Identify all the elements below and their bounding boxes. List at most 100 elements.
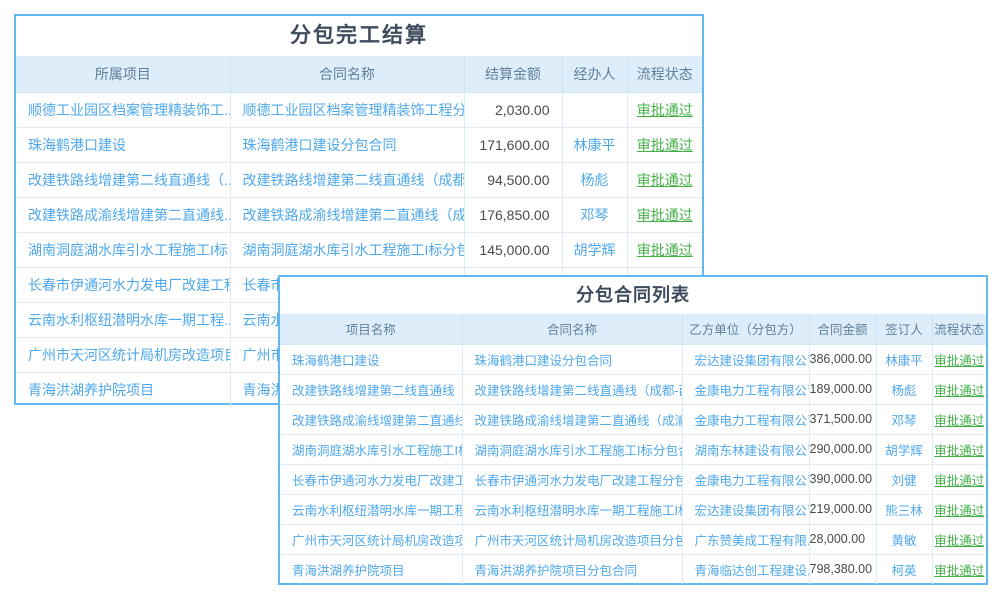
settlement-table-cell-project[interactable]: 湖南洞庭湖水库引水工程施工I标 (16, 232, 231, 268)
settlement-table-cell-handler (562, 92, 628, 128)
settlement-table-cell-contract[interactable]: 珠海鹤港口建设分包合同 (230, 127, 465, 163)
contract-table-cell-project[interactable]: 改建铁路成渝线增建第二直通线... (280, 404, 463, 435)
settlement-table-cell-contract[interactable]: 改建铁路线增建第二线直通线（成都-... (230, 162, 465, 198)
settlement-table-header-contract: 合同名称 (230, 56, 465, 93)
contract-table-cell-amount: 371,500.00 (809, 404, 877, 435)
contract-table-cell-project[interactable]: 广州市天河区统计局机房改造项目 (280, 524, 463, 555)
contract-table-cell-signer[interactable]: 黄敏 (876, 524, 933, 555)
contract-table-row: 广州市天河区统计局机房改造项目 广州市天河区统计局机房改造项目分包... 广东赞美成… (280, 524, 986, 555)
contract-table-cell-vendor[interactable]: 湖南东林建设有限公司 (682, 434, 810, 465)
contract-table-header-row: 项目名称 合同名称 乙方单位（分包方） 合同金额 签订人 流程状态 (280, 314, 986, 345)
contract-table-cell-vendor[interactable]: 宏达建设集团有限公司 (682, 344, 810, 375)
contract-table-cell-status[interactable]: 审批通过 (932, 344, 986, 375)
contract-table-cell-status[interactable]: 审批通过 (934, 563, 985, 578)
contract-table-cell-amount: 386,000.00 (809, 344, 877, 375)
contract-table-cell-project[interactable]: 湖南洞庭湖水库引水工程施工I标 (280, 434, 463, 465)
settlement-table-header-amount: 结算金额 (464, 56, 563, 93)
settlement-table-cell-handler[interactable]: 杨彪 (562, 162, 628, 198)
contract-table-cell-status[interactable]: 审批通过 (932, 494, 986, 525)
contract-table-cell-amount: 390,000.00 (809, 464, 877, 495)
contract-table-cell-status[interactable]: 审批通过 (932, 524, 986, 555)
contract-table-cell-contract[interactable]: 改建铁路线增建第二线直通线（成都-西... (462, 374, 683, 405)
settlement-table-row: 湖南洞庭湖水库引水工程施工I标 湖南洞庭湖水库引水工程施工I标分包... 145,0… (16, 232, 702, 268)
contract-table-cell-signer[interactable]: 林康平 (876, 344, 933, 375)
contract-table-cell-status[interactable]: 审批通过 (932, 374, 986, 405)
contract-table-cell-contract[interactable]: 青海洪湖养护院项目分包合同 (462, 554, 683, 584)
settlement-table-cell-amount: 176,850.00 (464, 197, 563, 233)
settlement-table-cell-contract[interactable]: 改建铁路成渝线增建第二直通线（成... (230, 197, 465, 233)
contract-table-cell-vendor[interactable]: 青海临达创工程建设... (682, 554, 810, 584)
contract-table-cell-contract[interactable]: 广州市天河区统计局机房改造项目分包... (462, 524, 683, 555)
contract-table-header-contract: 合同名称 (462, 314, 683, 345)
contract-table-row: 湖南洞庭湖水库引水工程施工I标 湖南洞庭湖水库引水工程施工I标分包合同 湖南东林建设… (280, 434, 986, 465)
settlement-table-cell-project[interactable]: 广州市天河区统计局机房改造项目 (16, 337, 231, 373)
settlement-table-header-project: 所属项目 (16, 56, 231, 93)
contract-table-cell-project[interactable]: 青海洪湖养护院项目 (280, 554, 463, 584)
contract-table-row: 长春市伊通河水力发电厂改建工程 长春市伊通河水力发电厂改建工程分包... 金康电力工… (280, 464, 986, 495)
contract-table-cell-amount: 798,380.00 (809, 554, 877, 584)
settlement-table-row: 改建铁路成渝线增建第二直通线... 改建铁路成渝线增建第二直通线（成... 176,… (16, 197, 702, 233)
settlement-table-cell-status[interactable]: 审批通过 (627, 232, 702, 268)
contract-table-cell-status[interactable]: 审批通过 (932, 464, 986, 495)
settlement-table-header-row: 所属项目 合同名称 结算金额 经办人 流程状态 (16, 56, 702, 93)
settlement-table-cell-project[interactable]: 青海洪湖养护院项目 (16, 372, 231, 407)
contract-table-cell-contract[interactable]: 湖南洞庭湖水库引水工程施工I标分包合同 (462, 434, 683, 465)
contract-table-cell-contract[interactable]: 长春市伊通河水力发电厂改建工程分包... (462, 464, 683, 495)
settlement-table-cell-status[interactable]: 审批通过 (627, 162, 702, 198)
contract-table-cell-signer[interactable]: 杨彪 (876, 374, 933, 405)
settlement-table-cell-contract[interactable]: 顺德工业园区档案管理精装饰工程分... (230, 92, 465, 128)
contract-table-panel: 分包合同列表 项目名称 合同名称 乙方单位（分包方） 合同金额 签订人 流程状态 珠海鹤港口… (278, 275, 988, 585)
settlement-table-cell-status[interactable]: 审批通过 (627, 197, 702, 233)
contract-table-cell-contract[interactable]: 云南水利枢纽潜明水库一期工程施工I标... (462, 494, 683, 525)
settlement-table-cell-amount: 2,030.00 (464, 92, 563, 128)
settlement-table-cell-status[interactable]: 审批通过 (627, 92, 702, 128)
contract-table-title: 分包合同列表 (576, 285, 690, 305)
settlement-table-header-status: 流程状态 (627, 56, 702, 93)
settlement-table-cell-amount: 171,600.00 (464, 127, 563, 163)
contract-table-cell-contract[interactable]: 珠海鹤港口建设分包合同 (462, 344, 683, 375)
settlement-table-cell-project[interactable]: 珠海鹤港口建设 (16, 127, 231, 163)
settlement-table-cell-handler[interactable]: 邓琴 (562, 197, 628, 233)
contract-table-cell-vendor[interactable]: 广东赞美成工程有限... (682, 524, 810, 555)
contract-table-cell-amount: 28,000.00 (809, 524, 877, 555)
settlement-table-cell-contract[interactable]: 湖南洞庭湖水库引水工程施工I标分包... (230, 232, 465, 268)
settlement-table-cell-project[interactable]: 长春市伊通河水力发电厂改建工程 (16, 267, 231, 303)
contract-table-row: 云南水利枢纽潜明水库一期工程... 云南水利枢纽潜明水库一期工程施工I标... 宏达… (280, 494, 986, 525)
contract-table-cell-signer[interactable]: 刘健 (876, 464, 933, 495)
contract-table-cell-project[interactable]: 云南水利枢纽潜明水库一期工程... (280, 494, 463, 525)
contract-table-cell-vendor[interactable]: 金康电力工程有限公司 (682, 374, 810, 405)
contract-table-cell-status[interactable]: 审批通过 (932, 404, 986, 435)
contract-table-row: 青海洪湖养护院项目 青海洪湖养护院项目分包合同 青海临达创工程建设... 798,38… (280, 554, 986, 584)
settlement-table-cell-project[interactable]: 改建铁路成渝线增建第二直通线... (16, 197, 231, 233)
contract-table: 项目名称 合同名称 乙方单位（分包方） 合同金额 签订人 流程状态 珠海鹤港口建设 珠海鹤港口… (280, 314, 986, 584)
contract-table-cell-project[interactable]: 珠海鹤港口建设 (280, 344, 463, 375)
contract-table-header-project: 项目名称 (280, 314, 463, 345)
settlement-table-cell-project[interactable]: 顺德工业园区档案管理精装饰工... (16, 92, 231, 128)
contract-table-cell-project[interactable]: 长春市伊通河水力发电厂改建工程 (280, 464, 463, 495)
contract-table-cell-amount: 290,000.00 (809, 434, 877, 465)
contract-table-cell-signer[interactable]: 熊三林 (876, 494, 933, 525)
contract-table-cell-project[interactable]: 改建铁路线增建第二线直通线（... (280, 374, 463, 405)
contract-table-cell-signer[interactable]: 柯英 (876, 554, 933, 584)
contract-table-cell-signer[interactable]: 邓琴 (876, 404, 933, 435)
settlement-table-cell-project[interactable]: 改建铁路线增建第二线直通线（... (16, 162, 231, 198)
contract-table-cell-vendor[interactable]: 金康电力工程有限公司 (682, 464, 810, 495)
contract-table-cell-signer[interactable]: 胡学辉 (876, 434, 933, 465)
settlement-table-row: 珠海鹤港口建设 珠海鹤港口建设分包合同 171,600.00 林康平 审批通过 (16, 127, 702, 163)
contract-table-cell-contract[interactable]: 改建铁路成渝线增建第二直通线（成渝... (462, 404, 683, 435)
contract-table-cell-status[interactable]: 审批通过 (932, 434, 986, 465)
contract-table-header-amount: 合同金额 (809, 314, 877, 345)
contract-table-cell-amount: 219,000.00 (809, 494, 877, 525)
contract-table-row: 珠海鹤港口建设 珠海鹤港口建设分包合同 宏达建设集团有限公司 386,000.00 林康… (280, 344, 986, 375)
settlement-table-row: 改建铁路线增建第二线直通线（... 改建铁路线增建第二线直通线（成都-... 94,… (16, 162, 702, 198)
settlement-table-cell-amount: 94,500.00 (464, 162, 563, 198)
contract-table-cell-vendor[interactable]: 宏达建设集团有限公司 (682, 494, 810, 525)
contract-table-cell-vendor[interactable]: 金康电力工程有限公司 (682, 404, 810, 435)
settlement-table-cell-status[interactable]: 审批通过 (627, 127, 702, 163)
settlement-table-title: 分包完工结算 (290, 24, 428, 47)
settlement-table-cell-project[interactable]: 云南水利枢纽潜明水库一期工程... (16, 302, 231, 338)
settlement-table-cell-handler[interactable]: 胡学辉 (562, 232, 628, 268)
settlement-table-header-handler: 经办人 (562, 56, 628, 93)
settlement-table-cell-handler[interactable]: 林康平 (562, 127, 628, 163)
